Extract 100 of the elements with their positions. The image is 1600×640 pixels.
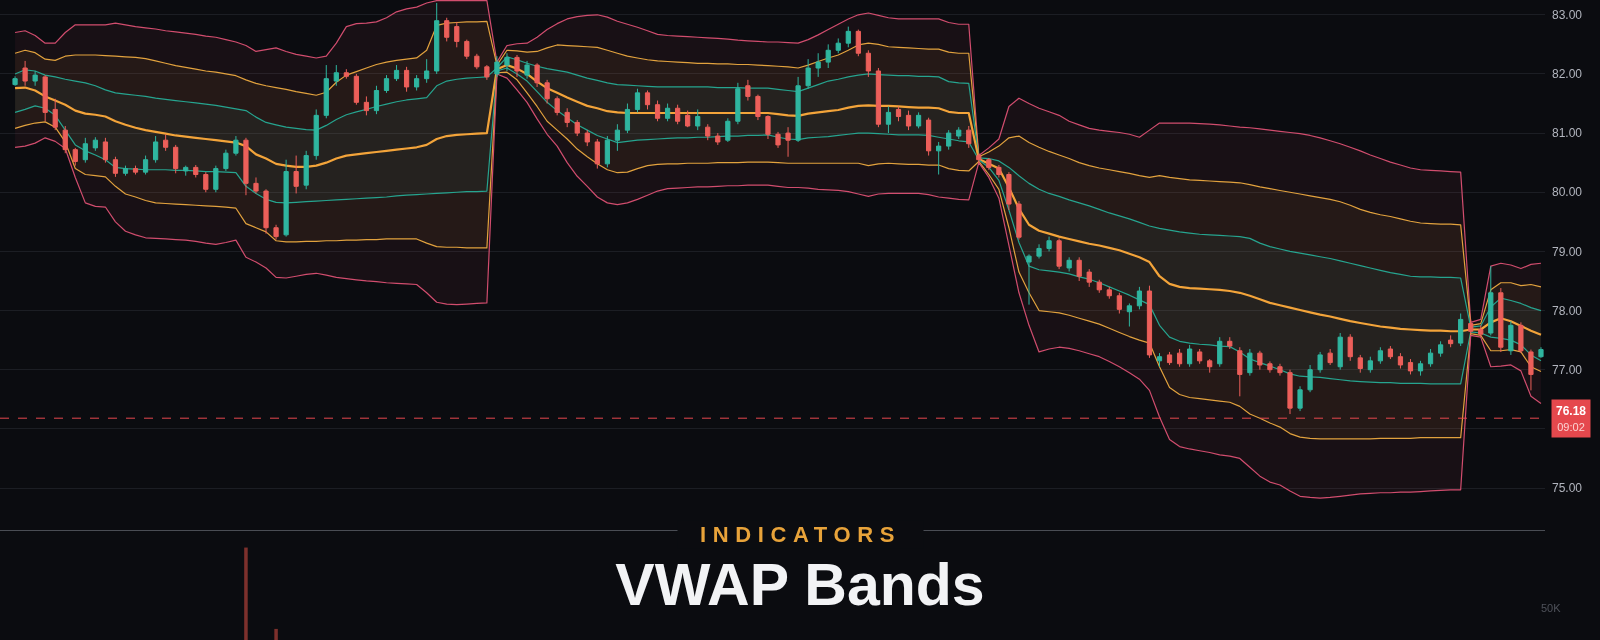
- candlestick: [1176, 348, 1183, 368]
- candlestick: [343, 68, 349, 80]
- candlestick: [1347, 333, 1353, 362]
- candlestick: [253, 176, 259, 194]
- text: INDICATORS: [700, 522, 901, 547]
- candlestick: [996, 164, 1002, 178]
- candlestick: [424, 58, 430, 84]
- candlestick: [233, 135, 239, 157]
- candlestick: [614, 123, 621, 152]
- candlestick: [122, 165, 129, 177]
- candlestick: [494, 55, 500, 78]
- candlestick: [504, 52, 510, 72]
- y-tick-label: 83.00: [1552, 7, 1583, 22]
- candlestick: [1076, 256, 1082, 282]
- candlestick: [966, 125, 972, 149]
- candlestick: [434, 2, 440, 75]
- candlestick: [604, 135, 610, 168]
- candlestick: [474, 53, 480, 70]
- candlestick: [1187, 344, 1193, 368]
- candlestick: [1267, 360, 1273, 374]
- candlestick: [283, 159, 289, 238]
- candlestick: [1538, 346, 1544, 359]
- candlestick: [1448, 334, 1454, 348]
- candlestick: [675, 104, 681, 125]
- candlestick: [584, 129, 590, 147]
- candlestick: [1016, 200, 1022, 241]
- candlestick: [1488, 265, 1494, 336]
- candlestick: [1066, 256, 1072, 273]
- candlestick: [1427, 348, 1434, 368]
- candlestick: [52, 98, 58, 131]
- candlestick: [32, 70, 38, 87]
- candlestick: [142, 155, 149, 175]
- candlestick: [564, 107, 570, 128]
- y-tick-label: 77.00: [1552, 362, 1583, 377]
- candlestick: [444, 17, 450, 42]
- candlestick: [1217, 336, 1223, 368]
- candlestick: [243, 137, 249, 196]
- candlestick: [1257, 350, 1263, 371]
- annotation: 50K: [1541, 602, 1562, 614]
- candlestick: [1126, 302, 1132, 328]
- candlestick: [594, 138, 600, 170]
- candlestick: [1247, 348, 1253, 377]
- y-tick-label: 82.00: [1552, 67, 1583, 82]
- candlestick: [1397, 352, 1404, 370]
- candlestick: [373, 85, 380, 115]
- candlestick: [755, 94, 761, 121]
- candlestick: [1498, 287, 1504, 353]
- candlestick: [705, 123, 711, 141]
- candlestick: [193, 164, 199, 178]
- y-tick-label: 81.00: [1552, 126, 1583, 141]
- candlestick: [805, 58, 811, 90]
- candlestick: [715, 132, 721, 146]
- candlestick: [1518, 321, 1524, 354]
- candlestick: [42, 74, 48, 122]
- candlestick: [1146, 285, 1153, 359]
- candlestick: [574, 119, 580, 137]
- candlestick: [1207, 358, 1213, 374]
- candlestick: [915, 111, 922, 129]
- text: VWAP Bands: [615, 551, 985, 618]
- candlestick: [323, 64, 329, 119]
- candlestick: [1377, 346, 1383, 365]
- candlestick: [634, 88, 641, 113]
- candlestick: [1528, 349, 1534, 391]
- candlestick: [1508, 320, 1514, 356]
- candlestick: [544, 79, 550, 105]
- candlestick: [1046, 236, 1052, 252]
- candlestick: [1458, 313, 1464, 347]
- candlestick: [725, 117, 731, 143]
- candlestick: [1287, 369, 1293, 415]
- candlestick: [685, 110, 691, 128]
- candlestick: [1297, 385, 1303, 412]
- candlestick: [986, 157, 992, 171]
- candlestick: [263, 188, 269, 235]
- candlestick: [845, 26, 851, 48]
- candlestick: [1478, 324, 1484, 338]
- candlestick: [484, 64, 490, 81]
- candlestick: [976, 152, 982, 164]
- candlestick: [1006, 171, 1012, 211]
- candlestick: [464, 39, 470, 60]
- candlestick: [1237, 346, 1243, 397]
- candlestick: [1197, 348, 1203, 365]
- candlestick: [1357, 354, 1363, 374]
- candlestick: [855, 29, 861, 57]
- candlestick: [1096, 279, 1102, 294]
- candlestick: [514, 54, 520, 78]
- candlestick: [303, 150, 309, 190]
- candlestick: [112, 156, 119, 178]
- candlestick: [163, 133, 169, 152]
- candlestick: [1106, 286, 1112, 300]
- candlestick: [1277, 363, 1283, 377]
- candlestick: [654, 100, 661, 122]
- candlestick: [1317, 351, 1323, 374]
- y-tick-label: 75.00: [1552, 481, 1583, 496]
- candlestick: [815, 52, 821, 78]
- candlestick: [795, 76, 801, 143]
- candlestick: [454, 21, 460, 48]
- candlestick: [403, 66, 410, 93]
- candlestick: [1166, 351, 1173, 366]
- candlestick: [1227, 336, 1233, 350]
- candlestick: [1036, 243, 1042, 259]
